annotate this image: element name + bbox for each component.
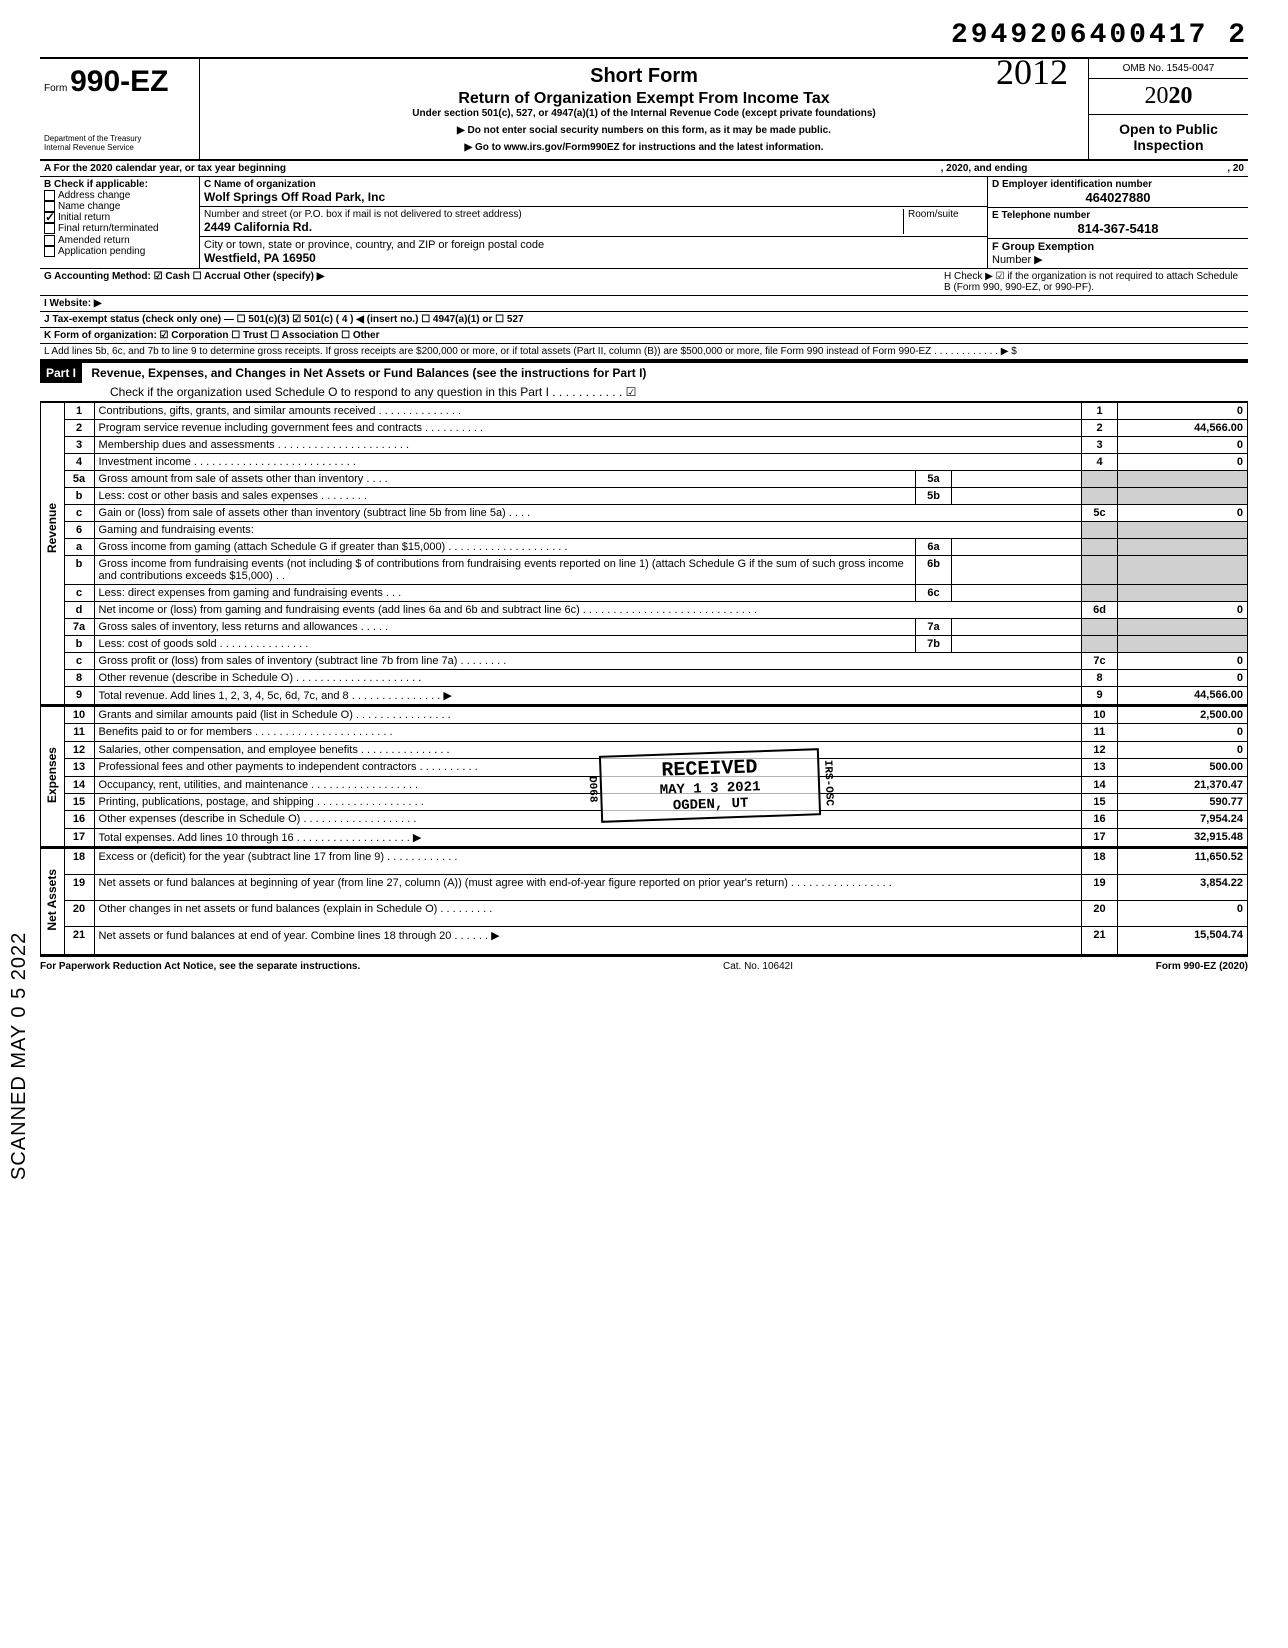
line-row: b Less: cost of goods sold . . . . . . .… [64, 636, 1247, 653]
f-label2: Number ▶ [992, 254, 1043, 266]
row-k: K Form of organization: ☑ Corporation ☐ … [40, 328, 1248, 344]
line-row: 11 Benefits paid to or for members . . .… [64, 724, 1247, 741]
dept-text: Department of the Treasury Internal Reve… [44, 135, 195, 153]
document-id: 2949206400417 2 [40, 20, 1248, 51]
part1-check: Check if the organization used Schedule … [40, 383, 1248, 401]
c-label: C Name of organization [204, 179, 316, 190]
addr-val: 2449 California Rd. [204, 220, 312, 234]
line-row: 18 Excess or (deficit) for the year (sub… [64, 849, 1247, 875]
row-a: A For the 2020 calendar year, or tax yea… [40, 161, 1248, 177]
b-checkbox-item: Amended return [44, 235, 195, 246]
room-label: Room/suite [908, 209, 959, 220]
netassets-label: Net Assets [40, 848, 64, 955]
row-i: I Website: ▶ [40, 296, 1248, 312]
phone: 814-367-5418 [992, 221, 1244, 236]
line-row: 8 Other revenue (describe in Schedule O)… [64, 670, 1247, 687]
line-row: 19 Net assets or fund balances at beginn… [64, 875, 1247, 901]
ein: 464027880 [992, 190, 1244, 205]
b-checkbox-item: Application pending [44, 246, 195, 257]
d-label: D Employer identification number [992, 179, 1152, 190]
line-row: 7a Gross sales of inventory, less return… [64, 619, 1247, 636]
expenses-label: Expenses [40, 706, 64, 847]
omb-number: OMB No. 1545-0047 [1089, 59, 1248, 79]
city-label: City or town, state or province, country… [204, 239, 544, 251]
b-checkbox-item: Name change [44, 201, 195, 212]
addr-label: Number and street (or P.O. box if mail i… [204, 209, 522, 220]
line-row: b Less: cost or other basis and sales ex… [64, 488, 1247, 505]
line-row: 3 Membership dues and assessments . . . … [64, 437, 1247, 454]
line-row: 6 Gaming and fundraising events: [64, 522, 1247, 539]
b-checkbox-item: Final return/terminated [44, 223, 195, 234]
b-checkbox-item: Initial return [44, 212, 195, 223]
form-subtitle: Return of Organization Exempt From Incom… [210, 90, 1078, 108]
city-val: Westfield, PA 16950 [204, 251, 316, 265]
line-row: a Gross income from gaming (attach Sched… [64, 539, 1247, 556]
form-title: Short Form [210, 65, 1078, 88]
b-header: B Check if applicable: [44, 179, 195, 190]
line-row: 21 Net assets or fund balances at end of… [64, 927, 1247, 955]
revenue-label: Revenue [40, 402, 64, 705]
line-row: 10 Grants and similar amounts paid (list… [64, 707, 1247, 724]
form-number: Form 990-EZ [44, 65, 195, 99]
e-label: E Telephone number [992, 210, 1090, 221]
f-label: F Group Exemption [992, 241, 1094, 253]
received-stamp: RECEIVED MAY 1 3 2021 OGDEN, UT IRS-OSC … [599, 748, 821, 823]
part1-header: Part I Revenue, Expenses, and Changes in… [40, 361, 1248, 402]
tax-year: 2020 [1089, 79, 1248, 115]
row-l: L Add lines 5b, 6c, and 7b to line 9 to … [40, 344, 1248, 361]
line-row: 2 Program service revenue including gove… [64, 420, 1247, 437]
scanned-stamp: SCANNED MAY 0 5 2022 [8, 932, 31, 1180]
b-checkbox-item: Address change [44, 190, 195, 201]
row-g-h: G Accounting Method: ☑ Cash ☐ Accrual Ot… [40, 269, 1248, 296]
form-under: Under section 501(c), 527, or 4947(a)(1)… [210, 108, 1078, 119]
open-public: Open to Public Inspection [1089, 115, 1248, 159]
line-row: d Net income or (loss) from gaming and f… [64, 602, 1247, 619]
form-note1: ▶ Do not enter social security numbers o… [210, 125, 1078, 136]
line-row: 20 Other changes in net assets or fund b… [64, 901, 1247, 927]
org-name: Wolf Springs Off Road Park, Inc [204, 190, 385, 204]
line-row: 1 Contributions, gifts, grants, and simi… [64, 403, 1247, 420]
line-row: 4 Investment income . . . . . . . . . . … [64, 454, 1247, 471]
line-row: 5a Gross amount from sale of assets othe… [64, 471, 1247, 488]
line-row: b Gross income from fundraising events (… [64, 556, 1247, 585]
form-note2: ▶ Go to www.irs.gov/Form990EZ for instru… [210, 142, 1078, 153]
line-row: c Less: direct expenses from gaming and … [64, 585, 1247, 602]
line-row: c Gross profit or (loss) from sales of i… [64, 653, 1247, 670]
footer: For Paperwork Reduction Act Notice, see … [40, 955, 1248, 972]
line-row: c Gain or (loss) from sale of assets oth… [64, 505, 1247, 522]
form-header: Form 990-EZ Department of the Treasury I… [40, 57, 1248, 161]
block-bcde: B Check if applicable: Address changeNam… [40, 177, 1248, 269]
row-j: J Tax-exempt status (check only one) — ☐… [40, 312, 1248, 328]
handwritten-year: 2012 [996, 51, 1068, 93]
line-row: 17 Total expenses. Add lines 10 through … [64, 828, 1247, 846]
line-row: 9 Total revenue. Add lines 1, 2, 3, 4, 5… [64, 687, 1247, 705]
